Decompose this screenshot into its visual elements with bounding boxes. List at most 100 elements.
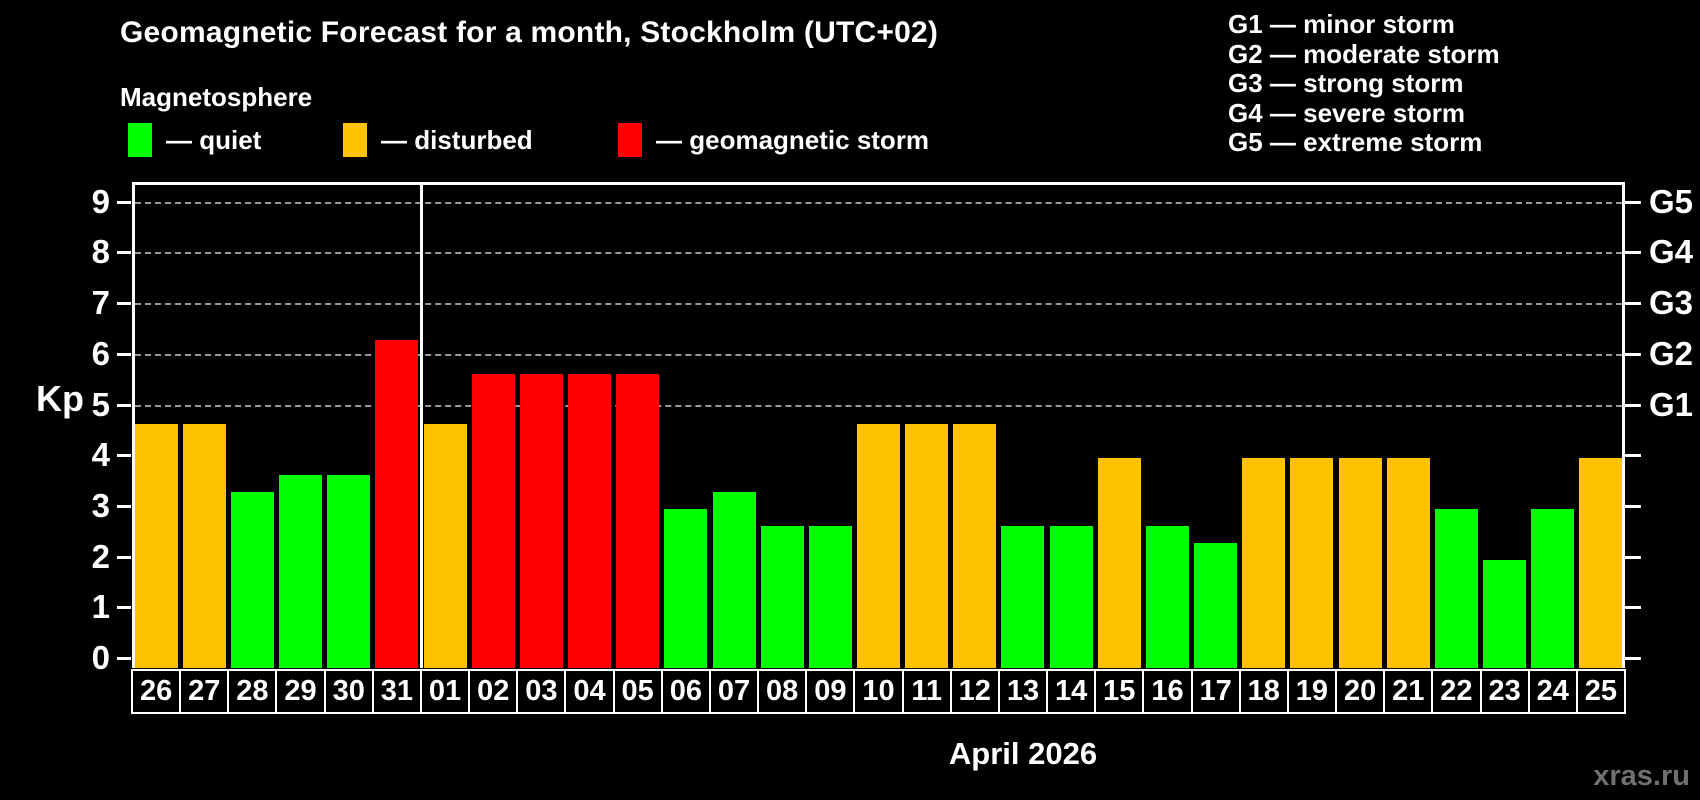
bar-day-28	[230, 492, 274, 668]
y-tick-8	[117, 251, 131, 255]
bar-day-16	[1145, 525, 1189, 668]
bar-day-26	[134, 424, 178, 668]
g-legend-row-g4: G4 — severe storm	[1228, 97, 1466, 128]
bar-day-27	[182, 424, 226, 668]
chart-subtitle: Magnetosphere	[120, 82, 313, 112]
day-label-28: 28	[227, 669, 278, 714]
y-tick-7	[117, 302, 131, 306]
y-tick-3	[117, 504, 131, 508]
g-legend-row-g3: G3 — strong storm	[1228, 68, 1464, 98]
quiet-color-swatch	[128, 123, 152, 157]
right-tick-2	[1625, 555, 1641, 559]
legend-item-disturbed: — disturbed	[343, 122, 533, 158]
legend-label-storm: — geomagnetic storm	[656, 124, 930, 155]
y-tick-label-1: 1	[91, 588, 110, 626]
bar-day-25	[1579, 458, 1623, 668]
bar-day-24	[1531, 508, 1575, 668]
bar-day-20	[1338, 458, 1382, 668]
day-label-20: 20	[1335, 669, 1386, 714]
y-tick-5	[117, 403, 131, 407]
bar-day-10	[857, 424, 900, 668]
bar-day-15	[1097, 458, 1141, 668]
disturbed-color-swatch	[343, 123, 367, 157]
bar-day-04	[568, 373, 612, 668]
bar-day-13	[1001, 525, 1045, 668]
g-legend-row-g5: G5 — extreme storm	[1228, 127, 1483, 157]
right-tick-4	[1625, 454, 1641, 458]
legend-label-disturbed: — disturbed	[381, 124, 533, 155]
day-label-12: 12	[949, 669, 1000, 714]
bar-day-09	[808, 525, 852, 668]
gridline-kp-9	[135, 201, 1622, 204]
bar-day-02	[471, 373, 515, 668]
y-tick-label-0: 0	[91, 639, 110, 676]
day-label-21: 21	[1383, 669, 1434, 714]
g-scale-label-g1: G1	[1649, 385, 1694, 423]
day-label-14: 14	[1046, 669, 1097, 714]
right-tick-5	[1625, 403, 1641, 407]
right-tick-3	[1625, 504, 1641, 508]
g-scale-legend: G1 — minor storm G2 — moderate storm G3 …	[1228, 9, 1500, 158]
bar-day-30	[327, 474, 371, 668]
day-label-09: 09	[805, 669, 856, 714]
right-tick-0	[1625, 657, 1641, 660]
g-legend-row-g1: G1 — minor storm	[1228, 9, 1455, 39]
y-tick-9	[117, 200, 131, 204]
day-label-15: 15	[1094, 669, 1145, 714]
day-label-01: 01	[419, 669, 471, 714]
right-tick-1	[1625, 606, 1641, 610]
bar-day-29	[279, 474, 323, 668]
y-tick-label-6: 6	[91, 334, 110, 372]
x-axis-label: April 2026	[948, 736, 1098, 771]
y-tick-label-5: 5	[91, 385, 110, 423]
g-legend-row-g2: G2 — moderate storm	[1228, 38, 1500, 69]
bar-day-23	[1483, 559, 1527, 668]
y-tick-label-4: 4	[91, 436, 110, 474]
day-label-24: 24	[1527, 669, 1578, 714]
day-label-22: 22	[1431, 669, 1482, 714]
y-axis-label: Kp	[36, 378, 84, 419]
right-tick-7	[1625, 302, 1641, 306]
bar-day-19	[1290, 458, 1334, 668]
bar-day-08	[760, 525, 804, 668]
bar-day-18	[1242, 458, 1286, 668]
day-label-23: 23	[1479, 669, 1530, 714]
legend-label-quiet: — quiet	[166, 124, 262, 155]
day-label-11: 11	[901, 669, 952, 714]
y-tick-label-2: 2	[91, 537, 110, 575]
day-label-07: 07	[708, 669, 760, 714]
day-label-13: 13	[997, 669, 1049, 714]
bar-day-05	[616, 373, 660, 668]
month-separator-line	[419, 185, 423, 668]
gridline-kp-7	[135, 303, 1622, 306]
bar-day-31	[375, 340, 419, 668]
bar-day-03	[519, 373, 563, 668]
day-label-29: 29	[275, 669, 326, 714]
chart-title: Geomagnetic Forecast for a month, Stockh…	[120, 16, 939, 49]
day-label-03: 03	[516, 669, 567, 714]
bar-day-01	[423, 424, 467, 668]
bar-day-14	[1049, 525, 1093, 668]
day-label-26: 26	[131, 669, 182, 714]
y-tick-label-8: 8	[91, 233, 110, 271]
gridline-kp-6	[135, 353, 1622, 356]
day-label-16: 16	[1142, 669, 1193, 714]
day-label-05: 05	[612, 669, 663, 714]
g-scale-label-g3: G3	[1649, 284, 1694, 322]
day-label-17: 17	[1190, 669, 1241, 714]
day-label-19: 19	[1286, 669, 1338, 714]
day-label-10: 10	[853, 669, 904, 714]
y-tick-2	[117, 555, 131, 559]
day-label-02: 02	[468, 669, 519, 714]
bar-day-17	[1194, 542, 1238, 668]
plot-area	[132, 182, 1625, 668]
bar-day-11	[905, 424, 949, 668]
day-label-27: 27	[179, 669, 230, 714]
y-tick-1	[117, 606, 131, 610]
bar-day-06	[664, 508, 708, 668]
bar-day-22	[1434, 508, 1478, 668]
bar-day-12	[953, 424, 997, 668]
day-label-06: 06	[660, 669, 711, 714]
y-tick-6	[117, 352, 131, 356]
